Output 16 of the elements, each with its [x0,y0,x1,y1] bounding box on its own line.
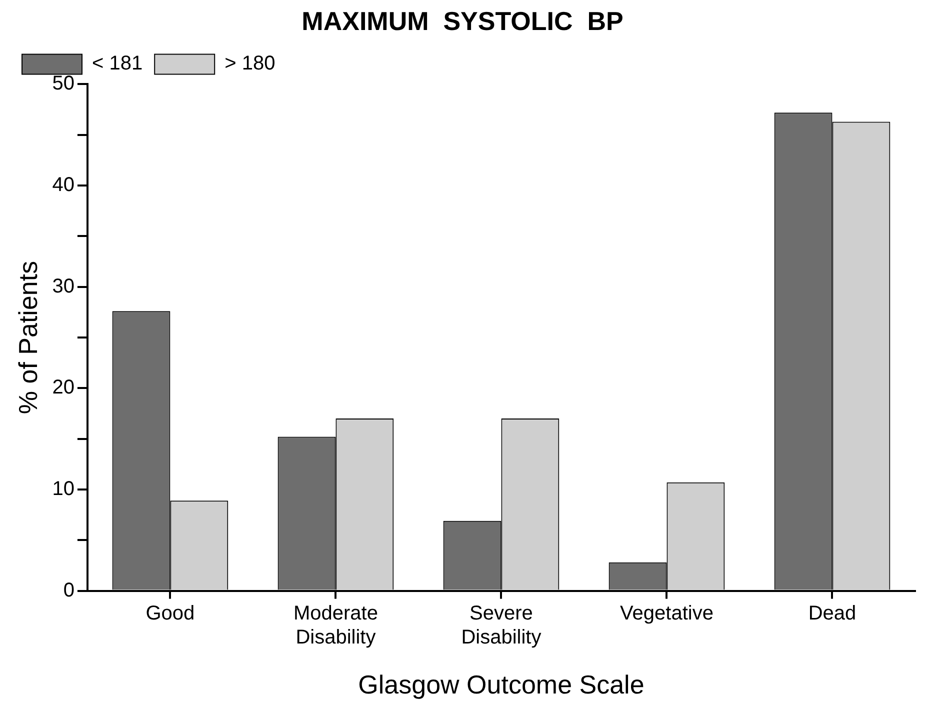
y-tick-label: 40 [52,174,74,196]
y-tick-label: 10 [52,478,74,500]
x-tick-label: Dead [808,602,856,624]
x-axis-title: Glasgow Outcome Scale [358,670,644,700]
x-tick-label: Severe Disability [461,602,542,648]
chart-title: MAXIMUM SYSTOLIC BP [302,6,624,36]
y-tick-label: 50 [52,72,74,95]
y-tick-label: 0 [63,579,74,602]
x-tick-label: Good [146,602,195,624]
legend-label: > 180 [224,52,276,75]
legend-label: < 181 [92,52,143,75]
y-axis-title: % of Patients [12,260,43,414]
x-tick-label: Vegetative [620,602,714,624]
y-tick-label: 20 [52,376,74,399]
x-tick-label: Moderate Disability [293,602,378,648]
y-tick-label: 30 [52,275,74,298]
